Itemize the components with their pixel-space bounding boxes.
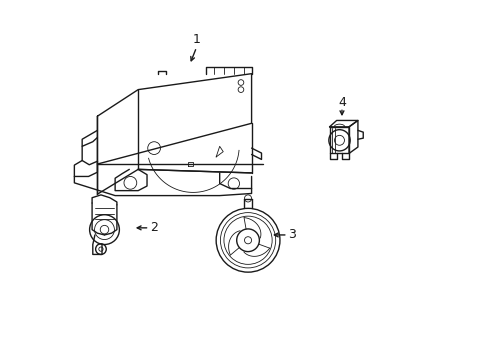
Text: 1: 1 <box>192 33 200 46</box>
Text: 2: 2 <box>150 221 158 234</box>
Text: 3: 3 <box>288 229 296 242</box>
Text: 4: 4 <box>337 95 345 108</box>
